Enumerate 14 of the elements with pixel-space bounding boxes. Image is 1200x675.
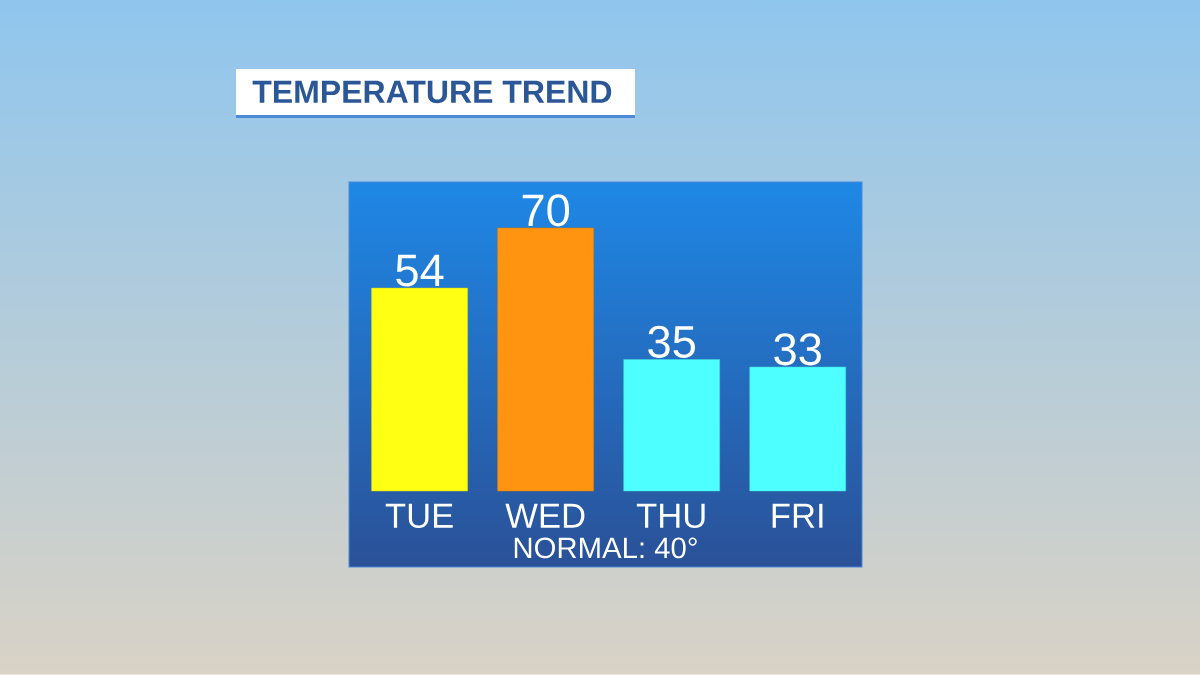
data-label: 35 <box>648 325 695 358</box>
text: NORMAL: 40° <box>514 537 697 559</box>
bar <box>623 359 720 492</box>
data-label: 70 <box>522 194 570 227</box>
data-label: 33 <box>774 333 821 366</box>
bar <box>371 287 468 492</box>
x-tick-label: THU <box>636 503 705 529</box>
x-tick-label: FRI <box>772 503 823 528</box>
data-label: 54 <box>396 254 444 287</box>
bar <box>497 227 594 492</box>
x-tick-label: WED <box>505 503 585 528</box>
bar <box>749 366 846 492</box>
x-tick-label: TUE <box>385 503 453 529</box>
chart-title: TEMPERATURE TREND <box>252 80 612 104</box>
